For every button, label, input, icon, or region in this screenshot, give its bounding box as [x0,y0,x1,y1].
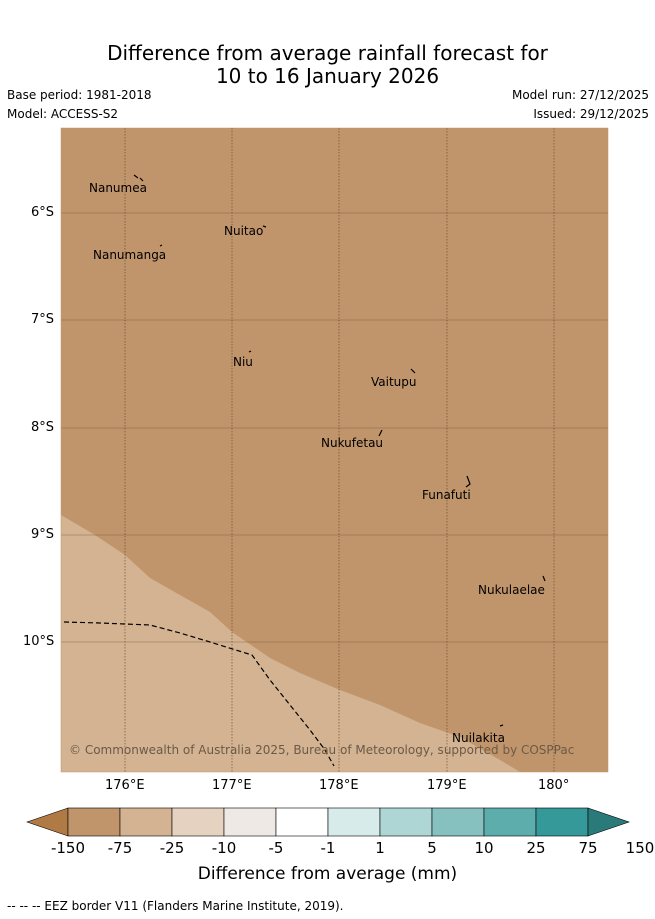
eez-legend-note: -- -- -- EEZ border V11 (Flanders Marine… [7,899,344,913]
island-niu-shape [248,350,252,353]
colorbar [26,807,630,837]
colorbar-box [67,807,121,837]
model-run: Model run: 27/12/2025 [511,88,649,102]
lat-tick-10s: 10°S [23,634,55,649]
place-label-nuilakita: Nuilakita [452,731,505,745]
lon-tick-178: 178°E [319,778,359,793]
title-line-1: Difference from average rainfall forecas… [107,41,548,65]
lat-tick-8s: 8°S [31,420,55,435]
islands [133,174,546,727]
colorbar-box [379,807,433,837]
island-nuitao-shape [262,225,267,228]
colorbar-extend-low [26,807,69,837]
colorbar-box [431,807,485,837]
lon-tick-177: 177°E [212,778,252,793]
colorbar-label: -150 [50,839,86,857]
lat-tick-7s: 7°S [31,312,55,327]
colorbar-title: Difference from average (mm) [197,864,458,884]
colorbar-label: 75 [578,839,598,857]
lon-tick-179: 179°E [427,778,467,793]
issued-date: Issued: 29/12/2025 [533,107,649,121]
copyright-notice: © Commonwealth of Australia 2025, Bureau… [69,743,574,757]
place-label-funafuti: Funafuti [422,488,471,502]
island-nanumanga-shape [159,244,163,247]
colorbar-box [327,807,381,837]
colorbar-box [223,807,277,837]
place-label-nukufetau: Nukufetau [321,436,383,450]
lon-tick-176: 176°E [105,778,145,793]
model-name: Model: ACCESS-S2 [7,107,119,121]
island-nuilakita-shape [499,724,504,727]
lon-tick-180: 180° [538,778,570,793]
colorbar-box [535,807,589,837]
place-label-nanumea: Nanumea [89,181,147,195]
colorbar-label: 1 [375,839,385,857]
colorbar-label: -75 [107,839,133,857]
colorbar-box [275,807,329,837]
colorbar-label: -25 [159,839,185,857]
eez-border [63,621,335,767]
island-nukufetau-shape [378,429,383,437]
colorbar-label: -10 [211,839,237,857]
colorbar-box [483,807,537,837]
place-label-nuitao: Nuitao [224,224,263,238]
colorbar-box [171,807,225,837]
place-label-nukulaelae: Nukulaelae [478,583,545,597]
map-frame [60,127,609,773]
lat-tick-6s: 6°S [31,205,55,220]
place-label-vaitupu: Vaitupu [371,375,417,389]
gridlines [61,128,608,772]
colorbar-label: 25 [526,839,546,857]
island-nanumea-shape [133,174,144,182]
map-area-less-dry [61,515,520,772]
colorbar-label: 5 [427,839,437,857]
island-vaitupu-shape [410,368,416,374]
place-label-nanumanga: Nanumanga [93,248,166,262]
lat-tick-9s: 9°S [31,527,55,542]
base-period: Base period: 1981-2018 [7,88,152,102]
title-line-2: 10 to 16 January 2026 [215,64,440,88]
colorbar-extend-high [587,807,630,837]
colorbar-label: 10 [474,839,494,857]
colorbar-box [119,807,173,837]
island-funafuti-shape [465,475,471,488]
colorbar-label: 150 [625,839,655,857]
colorbar-label: -5 [268,839,284,857]
place-label-niu: Niu [233,355,253,369]
island-nukulaelae-shape [542,575,546,582]
colorbar-label: -1 [320,839,336,857]
